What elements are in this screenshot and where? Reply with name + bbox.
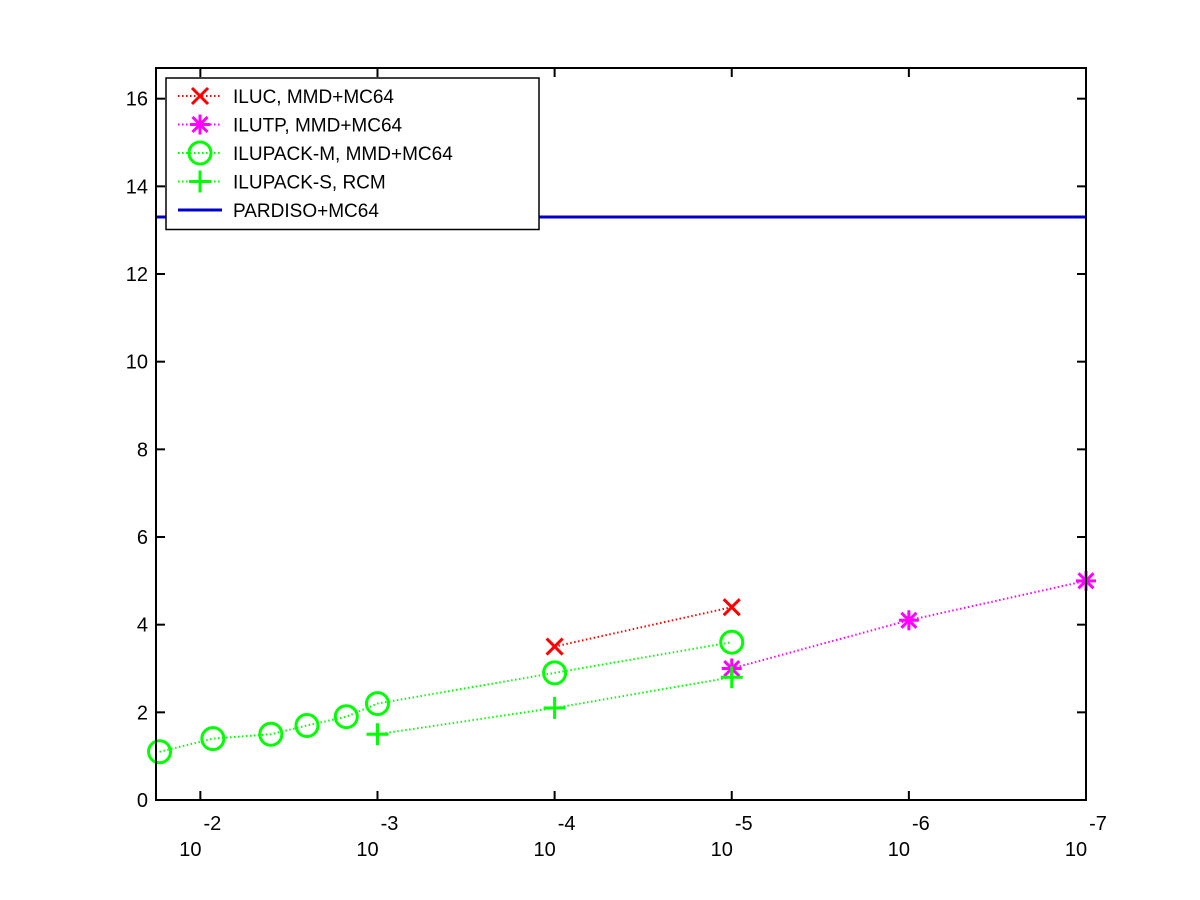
data-point-2-1 (200, 726, 226, 752)
data-point-2-6 (542, 660, 568, 686)
y-tick-label: 4 (137, 615, 148, 637)
data-point-3-1 (543, 696, 566, 719)
data-point-2-0 (147, 739, 173, 765)
data-point-3-2 (720, 666, 743, 689)
data-point-2-4 (333, 704, 359, 730)
x-tick-label-exponent: -2 (203, 813, 221, 835)
x-tick-label-exponent: -5 (735, 813, 753, 835)
series-line-1 (731, 579, 1087, 670)
legend-label-3: ILUPACK-S, RCM (233, 173, 386, 194)
legend-label-2: ILUPACK-M, MMD+MC64 (233, 144, 453, 165)
series-2 (147, 629, 745, 765)
data-point-0-1 (722, 598, 741, 617)
data-point-2-3 (294, 712, 320, 738)
legend-label-0: ILUC, MMD+MC64 (233, 87, 394, 108)
axes-frame (155, 67, 1087, 801)
legend-label-4: PARDISO+MC64 (233, 201, 379, 222)
y-tick-label: 2 (137, 702, 148, 724)
data-point-2-5 (364, 691, 390, 717)
legend-marker-0 (190, 86, 210, 106)
x-tick-label-exponent: -3 (381, 813, 399, 835)
y-tick-label: 8 (137, 439, 148, 461)
x-tick-label-base: 10 (1065, 839, 1087, 861)
y-tick-label: 16 (126, 89, 148, 111)
series-3 (366, 666, 743, 746)
x-tick-label-exponent: -4 (558, 813, 576, 835)
y-tick-label: 0 (137, 790, 148, 812)
legend-marker-2 (187, 140, 213, 166)
legend-label-1: ILUTP, MMD+MC64 (233, 116, 403, 137)
y-tick-label: 14 (126, 176, 148, 198)
x-tick-label-base: 10 (533, 839, 555, 861)
y-tick-label: 10 (126, 352, 148, 374)
data-point-3-0 (366, 723, 389, 746)
data-point-2-2 (258, 721, 284, 747)
x-tick-label-exponent: -7 (1089, 813, 1107, 835)
legend-marker-1 (190, 114, 210, 135)
series-0 (545, 598, 741, 656)
legend-marker-3 (189, 170, 211, 193)
legend-box (165, 77, 540, 231)
x-tick-label-base: 10 (356, 839, 378, 861)
x-tick-label-base: 10 (711, 839, 733, 861)
y-tick-label: 6 (137, 527, 148, 549)
legend: ILUC, MMD+MC64 ILUTP, MMD+MC64 ILUPACK-M, … (165, 77, 540, 231)
x-tick-label-exponent: -6 (912, 813, 930, 835)
y-tick-label: 12 (126, 264, 148, 286)
x-tick-label-base: 10 (888, 839, 910, 861)
data-point-2-7 (719, 629, 745, 655)
data-point-1-1 (898, 610, 919, 631)
data-point-0-0 (545, 637, 564, 656)
x-tick-label-base: 10 (179, 839, 201, 861)
